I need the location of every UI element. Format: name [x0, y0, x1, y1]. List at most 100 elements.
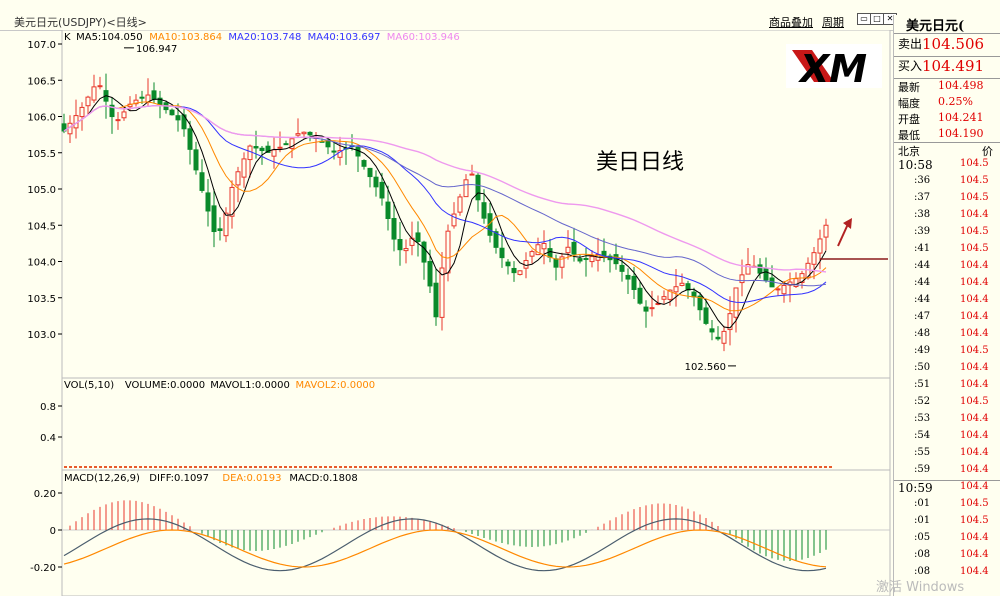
tick-time: :38: [914, 209, 931, 220]
candle-down: [547, 248, 553, 258]
candle-up: [469, 173, 475, 176]
candle-up: [565, 246, 571, 254]
volume-y-label: 0.4: [40, 433, 56, 444]
tick-time: :41: [914, 243, 931, 254]
macd-legend-item: DEA:0.0193: [222, 473, 281, 484]
tick-time: :51: [914, 379, 931, 390]
candle-down: [187, 128, 193, 150]
period-link[interactable]: 周期: [822, 16, 844, 29]
candle-down: [169, 109, 175, 116]
sell-row: 卖出 104.506: [894, 35, 1000, 57]
candle-down: [211, 205, 217, 233]
candle-up: [97, 85, 103, 88]
candle-up: [781, 284, 787, 295]
volume-frame: [61, 377, 891, 471]
tick-price: 104.5: [960, 226, 989, 237]
low-label: 102.560: [685, 362, 726, 373]
quote-row-label: 最新: [898, 81, 920, 94]
tick-price: 104.5: [960, 192, 989, 203]
candle-down: [631, 275, 637, 290]
window-title: 美元日元(USDJPY)<日线>: [14, 16, 147, 29]
buy-label: 买入: [898, 59, 923, 73]
sell-price: 104.506: [922, 35, 985, 53]
tick-row: :01 104.5: [894, 515, 1000, 532]
tick-price: 104.5: [960, 158, 989, 169]
kline-frame: [61, 30, 891, 379]
candle-down: [493, 231, 499, 248]
candle-down: [379, 181, 385, 199]
candle-down: [283, 143, 289, 146]
chart-canvas[interactable]: 107.0 106.5 106.0 105.5 105.0 104.5 104.0 103.5…: [0, 30, 893, 596]
candle-down: [109, 104, 115, 118]
candle-up: [133, 99, 139, 105]
candle-up: [241, 158, 247, 178]
tick-time: 10:59: [898, 481, 933, 495]
candle-up: [439, 267, 445, 318]
candle-up: [247, 145, 253, 161]
quote-row-value: 0.25%: [938, 95, 973, 108]
kline-y-label: 103.0: [27, 330, 56, 341]
candle-up: [667, 289, 673, 300]
tick-row: :59 104.4: [894, 464, 1000, 481]
tick-time: :44: [914, 277, 931, 288]
city-label: 北京: [898, 145, 920, 158]
high-label: 106.947: [136, 44, 177, 55]
candle-up: [811, 252, 817, 265]
tick-row: :47 104.4: [894, 311, 1000, 328]
candle-up: [85, 96, 91, 107]
kline-y-label: 103.5: [27, 294, 56, 305]
tick-price: 104.4: [960, 430, 989, 441]
candle-up: [457, 196, 463, 213]
candle-up: [535, 244, 541, 256]
tick-price: 104.5: [960, 498, 989, 509]
buy-row: 买入 104.491: [894, 57, 1000, 79]
tick-time: 10:58: [898, 158, 933, 172]
candle-down: [373, 176, 379, 188]
volume-legend-item: MAVOL2:0.0000: [296, 380, 376, 391]
tick-price: 104.4: [960, 413, 989, 424]
tick-time: :44: [914, 260, 931, 271]
kline-y-label: 107.0: [27, 40, 56, 51]
candle-up: [823, 224, 829, 238]
tick-row: :39 104.5: [894, 226, 1000, 243]
kline-y-label: 106.0: [27, 113, 56, 124]
candle-down: [583, 258, 589, 261]
candle-down: [691, 291, 697, 298]
tick-time: :36: [914, 175, 931, 186]
kline-y-label: 104.5: [27, 221, 56, 232]
maximize-icon[interactable]: □: [870, 13, 884, 25]
candle-up: [517, 270, 523, 275]
volume-y-label: 0.8: [40, 402, 56, 413]
candle-up: [775, 288, 781, 291]
quote-row-value: 104.241: [938, 111, 984, 124]
kline-y-label: 105.5: [27, 149, 56, 160]
tick-row: 10:59 104.4: [894, 481, 1000, 498]
activation-watermark: 激活 Windows: [876, 580, 965, 595]
tick-price: 104.4: [960, 379, 989, 390]
sell-label: 卖出: [898, 37, 923, 51]
tick-row: :44 104.4: [894, 260, 1000, 277]
candle-up: [337, 150, 343, 158]
quote-panel: 美元日元( 卖出 104.506 买入 104.491 最新 104.498 幅度 0…: [893, 15, 1000, 596]
candle-down: [391, 218, 397, 240]
tick-row: :44 104.4: [894, 277, 1000, 294]
tick-time: :47: [914, 311, 931, 322]
tick-price: 104.4: [960, 362, 989, 373]
overlay-link[interactable]: 商品叠加: [769, 16, 813, 29]
tick-price: 104.4: [960, 294, 989, 305]
macd-y-label: 0.20: [34, 489, 56, 500]
volume-legend-item: VOL(5,10): [64, 380, 114, 391]
candle-down: [205, 192, 211, 212]
tick-time: :48: [914, 328, 931, 339]
candle-up: [451, 213, 457, 227]
candle-down: [577, 258, 583, 262]
tick-price: 104.5: [960, 345, 989, 356]
candle-up: [79, 106, 85, 118]
candle-down: [139, 96, 145, 99]
candle-down: [367, 167, 373, 178]
macd-legend-item: DIFF:0.1097: [149, 473, 209, 484]
tick-price: 104.4: [960, 277, 989, 288]
candle-down: [157, 97, 163, 105]
candle-up: [403, 248, 409, 252]
restore-icon[interactable]: ▭: [857, 13, 871, 25]
